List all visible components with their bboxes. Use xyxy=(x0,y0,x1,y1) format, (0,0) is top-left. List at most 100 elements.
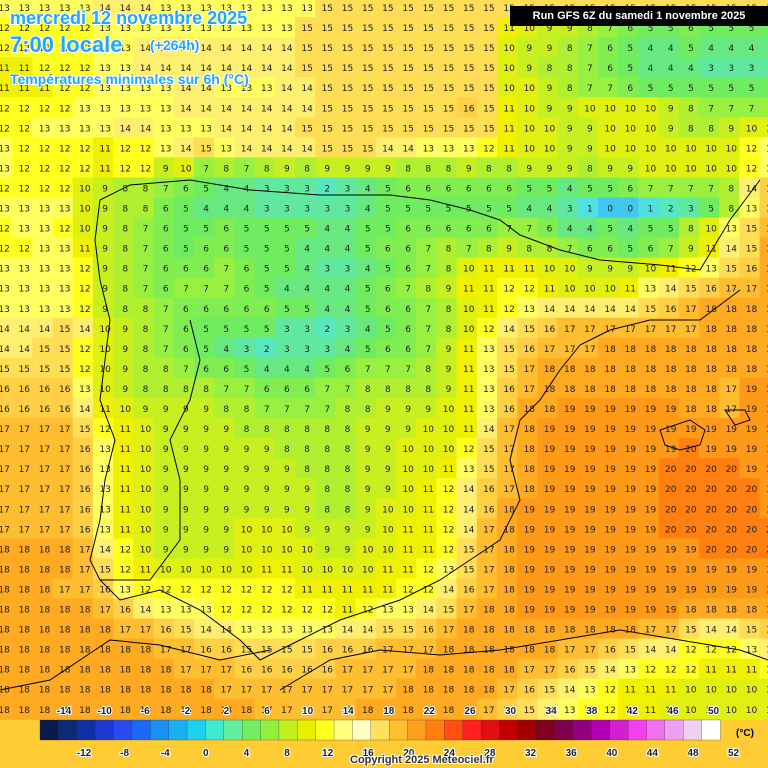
grid-value: 8 xyxy=(143,345,149,355)
grid-value: 10 xyxy=(79,225,91,235)
grid-value: 3 xyxy=(304,345,310,355)
grid-cell xyxy=(638,498,660,520)
grid-cell xyxy=(577,157,599,179)
grid-value: 4 xyxy=(324,305,330,315)
grid-value: 19 xyxy=(564,585,576,595)
grid-value: 8 xyxy=(365,405,371,415)
grid-cell xyxy=(739,237,761,259)
grid-value: 12 xyxy=(39,164,50,174)
grid-value: 19 xyxy=(645,606,657,616)
grid-cell xyxy=(295,97,317,119)
grid-value: 6 xyxy=(506,184,512,194)
grid-value: 10 xyxy=(382,545,394,555)
grid-cell xyxy=(295,257,317,279)
grid-cell xyxy=(214,377,236,399)
grid-cell xyxy=(456,257,478,279)
grid-cell xyxy=(739,277,761,299)
grid-cell xyxy=(476,77,498,99)
grid-cell xyxy=(254,17,276,39)
grid-value: 13 xyxy=(120,585,131,595)
grid-cell xyxy=(396,37,418,59)
grid-value: 8 xyxy=(183,385,189,395)
grid-cell xyxy=(133,257,155,279)
grid-cell xyxy=(32,317,54,339)
grid-value: 7 xyxy=(587,84,593,94)
grid-value: 11 xyxy=(120,485,131,495)
grid-cell xyxy=(497,197,519,219)
grid-value: 11 xyxy=(483,265,494,275)
grid-cell xyxy=(254,137,276,159)
grid-cell xyxy=(436,0,458,19)
grid-value: 13 xyxy=(746,205,757,215)
grid-cell xyxy=(93,37,115,59)
grid-value: 20 xyxy=(746,545,758,555)
grid-cell xyxy=(113,57,135,79)
grid-cell xyxy=(739,478,761,500)
grid-cell xyxy=(113,237,135,259)
grid-cell xyxy=(577,137,599,159)
grid-value: 19 xyxy=(645,405,657,415)
grid-cell xyxy=(739,37,761,59)
grid-cell xyxy=(759,337,768,359)
grid-cell xyxy=(476,418,498,440)
grid-value: 19 xyxy=(705,585,717,595)
grid-value: 18 xyxy=(483,626,495,636)
grid-value: 17 xyxy=(99,606,110,616)
grid-value: 5 xyxy=(648,225,654,235)
grid-value: 15 xyxy=(342,84,353,94)
grid-value: 9 xyxy=(203,485,209,495)
grid-value: 19 xyxy=(705,445,717,455)
grid-value: 15 xyxy=(301,646,312,656)
grid-value: 15 xyxy=(322,144,333,154)
grid-value: 16 xyxy=(705,285,717,295)
grid-value: 4 xyxy=(567,184,573,194)
grid-cell xyxy=(476,458,498,480)
grid-value: 7 xyxy=(425,325,431,335)
grid-value: 19 xyxy=(746,405,758,415)
grid-value: 11 xyxy=(382,565,393,575)
grid-value: 5 xyxy=(183,245,189,255)
grid-value: 6 xyxy=(203,245,209,255)
grid-value: 10 xyxy=(544,144,556,154)
grid-cell xyxy=(537,217,559,239)
grid-cell xyxy=(517,137,539,159)
grid-cell xyxy=(113,37,135,59)
grid-value: 14 xyxy=(705,626,717,636)
grid-cell xyxy=(436,137,458,159)
grid-value: 3 xyxy=(708,64,714,74)
grid-cell xyxy=(32,257,54,279)
grid-value: 4 xyxy=(304,365,310,375)
grid-value: 17 xyxy=(180,666,191,676)
grid-value: 7 xyxy=(668,184,674,194)
legend-tick-label: 44 xyxy=(647,748,659,759)
grid-value: 10 xyxy=(281,545,293,555)
grid-cell xyxy=(658,357,680,379)
grid-value: 9 xyxy=(446,345,452,355)
grid-value: 19 xyxy=(645,565,657,575)
grid-cell xyxy=(719,217,741,239)
grid-cell xyxy=(234,398,256,420)
grid-value: 9 xyxy=(547,164,553,174)
grid-cell xyxy=(234,217,256,239)
grid-value: 6 xyxy=(345,365,351,375)
grid-cell xyxy=(658,297,680,319)
grid-value: 12 xyxy=(281,585,292,595)
grid-value: 17 xyxy=(59,485,70,495)
grid-value: 13 xyxy=(39,265,50,275)
grid-cell xyxy=(52,538,74,560)
grid-value: 18 xyxy=(665,345,677,355)
grid-value: 18 xyxy=(180,686,192,696)
grid-value: 6 xyxy=(466,184,472,194)
grid-value: 18 xyxy=(503,666,515,676)
grid-value: 16 xyxy=(423,626,435,636)
grid-value: 15 xyxy=(59,365,70,375)
grid-value: 13 xyxy=(160,104,171,114)
grid-value: 15 xyxy=(685,285,696,295)
grid-value: 7 xyxy=(183,365,189,375)
grid-cell xyxy=(759,257,768,279)
grid-value: 6 xyxy=(486,225,492,235)
grid-value: 13 xyxy=(160,124,171,134)
grid-value: 15 xyxy=(483,104,494,114)
grid-cell xyxy=(517,277,539,299)
grid-cell xyxy=(396,438,418,460)
